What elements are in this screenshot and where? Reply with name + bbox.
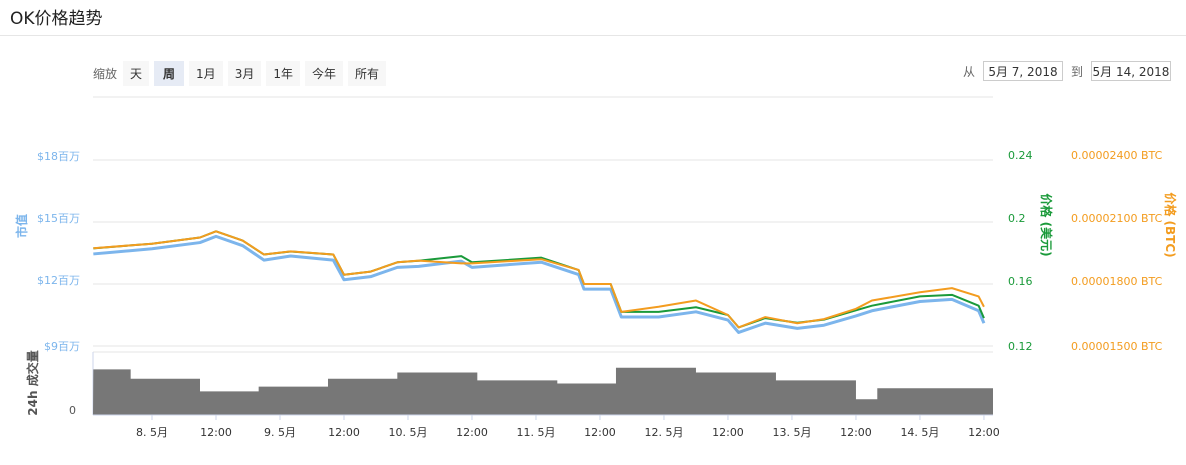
x-tick-label: 10. 5月 [388, 426, 427, 439]
zoom-1year-button[interactable]: 1年 [266, 61, 300, 86]
mcap-tick: $18百万 [37, 150, 80, 163]
title-divider [0, 35, 1186, 36]
x-tick-label: 12:00 [840, 426, 872, 439]
x-tick-label: 13. 5月 [772, 426, 811, 439]
btc-tick: 0.00001800 BTC [1071, 275, 1163, 288]
btc-tick: 0.00002100 BTC [1071, 212, 1163, 225]
x-tick-label: 12:00 [200, 426, 232, 439]
x-tick-label: 8. 5月 [136, 426, 168, 439]
to-date-input[interactable] [1091, 61, 1171, 81]
btc-tick: 0.00002400 BTC [1071, 149, 1163, 162]
zoom-all-button[interactable]: 所有 [347, 61, 386, 86]
mcap-tick: $9百万 [44, 340, 80, 353]
usd-tick: 0.2 [1008, 212, 1026, 225]
zoom-3month-button[interactable]: 3月 [227, 61, 262, 86]
date-range: 从 到 [963, 61, 1186, 81]
market-cap-line [93, 234, 986, 334]
zoom-toolbar: 缩放 天 周 1月 3月 1年 今年 所有 [93, 61, 391, 86]
btc-axis-title: 价格 (BTC) [1163, 192, 1178, 257]
price-usd-line [93, 230, 985, 329]
x-tick-label: 12:00 [584, 426, 616, 439]
x-tick-label: 12:00 [456, 426, 488, 439]
volume-tick: 0 [69, 404, 76, 417]
usd-axis-title: 价格 (美元) [1039, 193, 1054, 256]
x-tick-label: 12:00 [968, 426, 1000, 439]
x-tick-label: 12:00 [712, 426, 744, 439]
page-title: OK价格趋势 [10, 9, 103, 29]
price-btc-line [93, 230, 985, 329]
x-tick-label: 12. 5月 [644, 426, 683, 439]
btc-tick: 0.00001500 BTC [1071, 340, 1163, 353]
x-tick-label: 11. 5月 [516, 426, 555, 439]
usd-tick: 0.24 [1008, 149, 1033, 162]
volume-area [93, 367, 993, 415]
x-tick-label: 12:00 [328, 426, 360, 439]
mcap-axis-title: 市值 [14, 214, 29, 238]
volume-axis-title: 24h 成交量 [25, 350, 40, 415]
usd-tick: 0.16 [1008, 275, 1033, 288]
to-label: 到 [1070, 64, 1083, 79]
from-date-input[interactable] [982, 61, 1063, 81]
zoom-ytd-button[interactable]: 今年 [304, 61, 343, 86]
mcap-tick: $15百万 [37, 212, 80, 225]
zoom-1month-button[interactable]: 1月 [189, 61, 223, 86]
x-tick-label: 9. 5月 [264, 426, 296, 439]
x-tick-label: 14. 5月 [900, 426, 939, 439]
from-label: 从 [962, 64, 975, 79]
zoom-day-button[interactable]: 天 [123, 61, 150, 86]
usd-tick: 0.12 [1008, 340, 1033, 353]
mcap-tick: $12百万 [37, 274, 80, 287]
zoom-week-button[interactable]: 周 [154, 61, 185, 86]
zoom-label: 缩放 [93, 67, 118, 81]
